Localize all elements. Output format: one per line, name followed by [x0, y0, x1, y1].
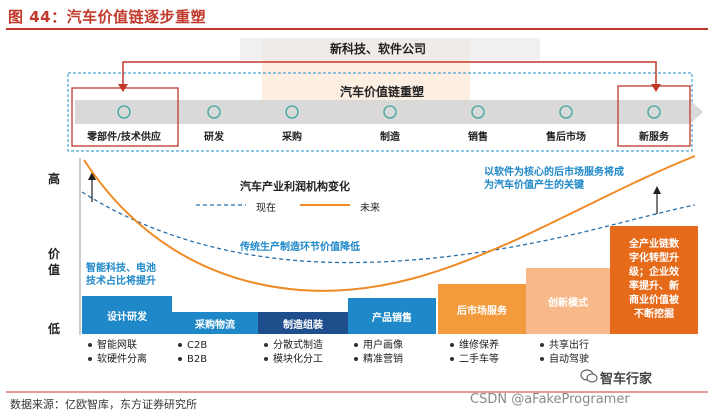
connector-bracket	[122, 61, 657, 86]
list-item: 共享出行	[540, 339, 589, 353]
stage-block-7: 全产业链数 字化转型升 级；企业效 率提升、新 商业价值被 不断挖掘	[610, 226, 698, 334]
node-circle-5	[471, 105, 485, 119]
chain-node-manufacturing: 制造	[380, 132, 400, 143]
legend-now-label: 现在	[256, 203, 276, 214]
chain-node-new-service: 新服务	[639, 132, 669, 143]
stage-block-2: 采购物流	[172, 312, 258, 334]
node-circle-3	[285, 105, 299, 119]
list-item: C2B	[178, 339, 207, 353]
brand-label: 智车行家	[600, 372, 653, 387]
list-item: 软硬件分离	[88, 353, 147, 367]
chain-node-circles	[117, 105, 661, 119]
chain-title: 汽车价值链重塑	[340, 85, 425, 99]
chain-node-aftermarket: 售后市场	[546, 132, 586, 143]
node-circle-2	[207, 105, 221, 119]
node-circle-7	[647, 105, 661, 119]
top-banner: 新科技、软件公司	[330, 42, 427, 56]
stage-list-2: C2B B2B	[178, 339, 207, 367]
node-circle-6	[559, 105, 573, 119]
node-circle-4	[383, 105, 397, 119]
stage-label-5: 后市场服务	[457, 305, 507, 317]
list-item: 智能网联	[88, 339, 147, 353]
stage-block-1: 设计研发	[82, 296, 172, 334]
stage-block-6: 创新模式	[526, 268, 610, 334]
connector-arrow-right	[651, 84, 661, 92]
axis-value: 价 值	[48, 247, 61, 277]
list-item: 自动驾驶	[540, 353, 589, 367]
stage-label-2: 采购物流	[195, 319, 235, 331]
stage-list-6: 共享出行 自动驾驶	[540, 339, 589, 367]
source-note: 数据来源：亿欧智库，东方证券研究所	[10, 398, 197, 411]
axis-high: 高	[48, 172, 61, 186]
stage-block-5: 后市场服务	[438, 284, 526, 334]
stage-label-1: 设计研发	[107, 311, 147, 323]
annotation-right: 以软件为核心的后市场服务将成 为汽车价值产生的关键	[484, 167, 624, 191]
stage-list-3: 分散式制造 模块化分工	[264, 339, 323, 367]
list-item: 维修保养	[450, 339, 499, 353]
stage-list-4: 用户画像 精准营销	[354, 339, 403, 367]
chain-node-sales: 销售	[468, 132, 488, 143]
stage-label-7: 全产业链数 字化转型升 级；企业效 率提升、新 商业价值被 不断挖掘	[629, 239, 679, 320]
list-item: 精准营销	[354, 353, 403, 367]
curve-future	[83, 155, 696, 292]
stage-label-4: 产品销售	[372, 312, 412, 324]
curve-title: 汽车产业利润机构变化	[240, 180, 350, 193]
stage-list-1: 智能网联 软硬件分离	[88, 339, 147, 367]
list-item: 模块化分工	[264, 353, 323, 367]
chain-arrow	[75, 100, 703, 124]
banner-band	[240, 38, 540, 60]
stage-block-3: 制造组装	[258, 312, 348, 334]
legend-future-label: 未来	[360, 203, 380, 214]
chain-node-parts: 零部件/技术供应	[87, 132, 161, 143]
list-item: 分散式制造	[264, 339, 323, 353]
node-circle-1	[117, 105, 131, 119]
list-item: B2B	[178, 353, 207, 367]
stage-label-3: 制造组装	[283, 319, 323, 331]
watermark: CSDN @aFakeProgramer	[470, 392, 630, 407]
list-item: 二手车等	[450, 353, 499, 367]
stage-block-4: 产品销售	[348, 298, 436, 334]
stage-label-6: 创新模式	[548, 297, 588, 309]
red-box-left	[71, 87, 179, 147]
title-rule	[6, 28, 708, 30]
annotation-left: 智能科技、电池 技术占比将提升	[86, 263, 156, 287]
annotation-traditional: 传统生产制造环节价值降低	[240, 242, 360, 253]
wechat-icon	[580, 369, 598, 383]
red-box-right	[617, 85, 691, 147]
right-up-arrow-head	[653, 186, 661, 194]
chain-node-procurement: 采购	[282, 132, 302, 143]
curve-now	[81, 191, 696, 264]
stage-list-5: 维修保养 二手车等	[450, 339, 499, 367]
left-up-arrow-head	[88, 172, 96, 180]
axis-low: 低	[48, 322, 61, 336]
chain-node-rd: 研发	[204, 132, 224, 143]
figure-title: 图 44：汽车价值链逐步重塑	[8, 8, 207, 26]
list-item: 用户画像	[354, 339, 403, 353]
